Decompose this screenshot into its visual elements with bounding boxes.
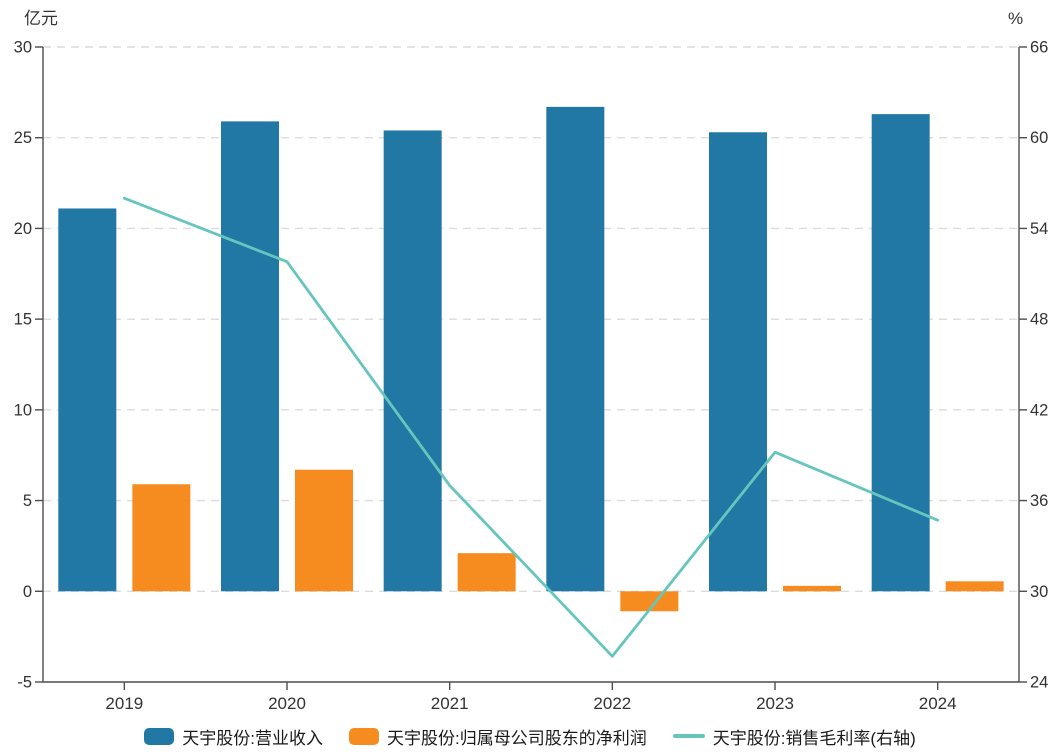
gross-margin-legend-label: 天宇股份:销售毛利率(右轴): [712, 728, 916, 748]
legend-item-net-profit[interactable]: 天宇股份:归属母公司股东的净利润: [348, 724, 647, 749]
revenue-bar-2020: [221, 121, 279, 592]
x-axis-tick-label-2020: 2020: [268, 694, 306, 713]
right-axis-tick-label: 54: [1030, 220, 1048, 238]
x-axis-tick-label-2021: 2021: [431, 694, 469, 713]
net-profit-legend-label: 天宇股份:归属母公司股东的净利润: [386, 728, 647, 748]
revenue-bar-2023: [709, 132, 767, 592]
revenue-bar-2021: [383, 130, 442, 592]
gross-margin-legend-swatch: [672, 734, 705, 738]
bar-layer: [58, 106, 1004, 612]
grid-layer: [43, 46, 1019, 592]
legend-item-gross-margin[interactable]: 天宇股份:销售毛利率(右轴): [672, 724, 916, 749]
right-axis-tick-label: 30: [1030, 583, 1048, 601]
net-profit-legend-swatch: [348, 727, 379, 745]
revenue-legend-label: 天宇股份:营业收入: [182, 728, 323, 748]
right-axis-tick-label: 48: [1030, 311, 1048, 329]
dual-axis-chart: 亿元 % 30 25 20 15 10 5 0 -5 66 60 54 48 42 36 30 24 2019 2…: [14, 9, 1049, 714]
left-axis-tick-label: 15: [14, 311, 32, 329]
legend: 天宇股份:营业收入 天宇股份:归属母公司股东的净利润 天宇股份:销售毛利率(右轴…: [0, 717, 1060, 755]
left-axis-unit-label: 亿元: [24, 9, 58, 28]
net-profit-bar-2022: [620, 591, 679, 612]
left-axis-tick-label: 20: [14, 220, 32, 238]
net-profit-bar-2021: [457, 553, 516, 592]
left-axis-tick-label: 30: [14, 39, 32, 57]
x-axis-tick-label-2024: 2024: [919, 694, 957, 713]
gross-margin-line: [122, 196, 940, 658]
right-axis-tick-label: 42: [1030, 401, 1048, 419]
left-axis-tick-label: 5: [23, 492, 32, 510]
left-axis-tick-label: 25: [14, 129, 32, 147]
left-axis-tick-label: -5: [17, 674, 32, 692]
left-axis-tick-label: 0: [23, 583, 32, 601]
net-profit-bar-2020: [295, 469, 353, 592]
x-axis-tick-label-2022: 2022: [593, 694, 631, 713]
left-axis-tick-label: 10: [14, 401, 32, 419]
revenue-bar-2024: [871, 114, 930, 592]
net-profit-bar-2023: [783, 585, 841, 592]
right-axis-unit-label: %: [1008, 9, 1023, 28]
x-axis-tick-label-2019: 2019: [105, 694, 143, 713]
right-axis-tick-label: 24: [1030, 674, 1048, 692]
net-profit-bar-2024: [945, 581, 1004, 592]
line-layer: [122, 196, 940, 658]
right-axis-tick-label: 36: [1030, 492, 1048, 510]
axis-layer: 30 25 20 15 10 5 0 -5 66 60 54 48 42 36 30 24 2019 2020 20…: [14, 39, 1049, 714]
net-profit-bar-2019: [132, 484, 191, 592]
x-axis-tick-label-2023: 2023: [756, 694, 794, 713]
revenue-bar-2019: [58, 208, 117, 592]
revenue-legend-swatch: [144, 727, 175, 745]
revenue-bar-2022: [546, 106, 605, 592]
legend-item-revenue[interactable]: 天宇股份:营业收入: [144, 724, 323, 749]
right-axis-tick-label: 60: [1030, 129, 1048, 147]
right-axis-tick-label: 66: [1030, 39, 1048, 57]
